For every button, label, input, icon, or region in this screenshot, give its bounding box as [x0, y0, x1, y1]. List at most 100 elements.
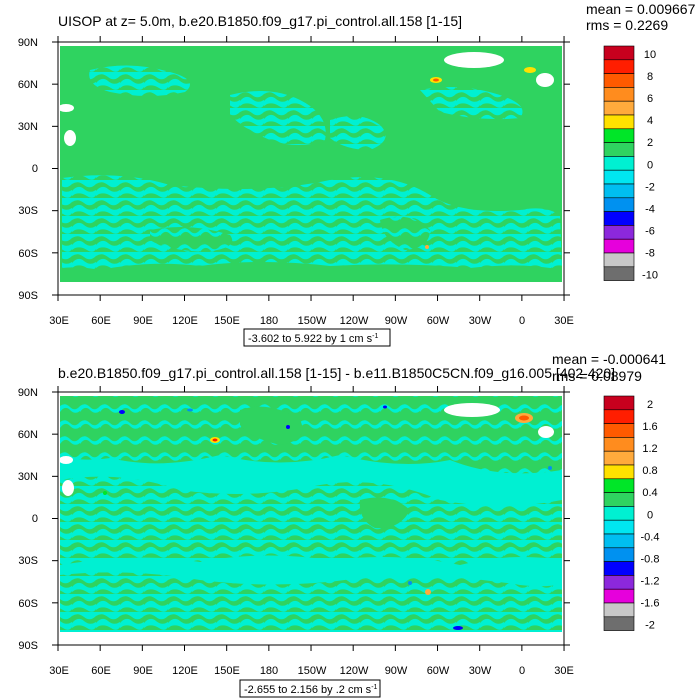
colorbar-label: 8 — [647, 71, 653, 83]
lon-label: 150W — [298, 315, 327, 327]
colorbar-swatch — [603, 478, 635, 493]
colorbar-swatch — [603, 602, 635, 618]
panel-2-lon-labels: 30E 60E 90E 120E 150E 180 150W 120W 90W … — [49, 665, 574, 677]
colorbar-swatch — [603, 492, 635, 507]
colorbar-swatch — [603, 87, 635, 102]
panel-1-rms: rms = 0.2269 — [586, 17, 668, 33]
colorbar-swatch — [603, 437, 635, 452]
colorbar-swatch — [603, 266, 635, 281]
colorbar-swatch — [603, 547, 635, 562]
colorbar-swatch — [603, 561, 635, 576]
panel-1-lat-labels: 90N 60N 30N 0 30S 60S 90S — [18, 37, 38, 302]
colorbar-swatch — [603, 100, 635, 116]
panel-2-mean: mean = -0.000641 — [552, 351, 666, 367]
lon-label: 150E — [214, 665, 240, 677]
colorbar-label: -2 — [645, 620, 655, 632]
colorbar-swatch — [603, 45, 635, 61]
colorbar-label: 10 — [644, 49, 656, 61]
colorbar-label: 1.2 — [642, 443, 657, 455]
colorbar-swatch — [603, 114, 635, 130]
lon-label: 120E — [172, 315, 198, 327]
colorbar-swatch — [603, 533, 635, 549]
svg-text:-3.602 to 5.922 by 1 cm s-1: -3.602 to 5.922 by 1 cm s-1 — [248, 333, 378, 345]
lon-label: 120W — [340, 315, 369, 327]
range-text: -2.655 to 2.156 by .2 cm s — [244, 684, 372, 696]
lat-label: 60N — [18, 429, 38, 441]
lon-label: 30E — [49, 315, 69, 327]
svg-text:-2.655 to 2.156 by .2 cm s-1: -2.655 to 2.156 by .2 cm s-1 — [244, 684, 378, 696]
colorbar-swatch — [603, 519, 635, 535]
lon-label: 30W — [469, 665, 492, 677]
lat-label: 90S — [18, 640, 38, 652]
colorbar-swatch — [603, 73, 635, 88]
lon-label: 0 — [519, 665, 525, 677]
colorbar-swatch — [603, 464, 635, 480]
lon-label: 90E — [133, 315, 153, 327]
lon-label: 90W — [385, 665, 408, 677]
colorbar-label: 0 — [647, 159, 653, 171]
lon-label: 120E — [172, 665, 198, 677]
lat-label: 30N — [18, 121, 38, 133]
lat-label: 90N — [18, 387, 38, 399]
colorbar-swatch — [603, 409, 635, 424]
lon-label: 0 — [519, 315, 525, 327]
panel-2-colorbar: 2 1.6 1.2 0.8 0.4 0 -0.4 -0.8 -1.2 -1.6 -2 — [603, 395, 660, 632]
lat-label: 30N — [18, 471, 38, 483]
colorbar-swatch — [603, 238, 635, 254]
lon-label: 180 — [260, 665, 278, 677]
colorbar-swatch — [603, 616, 635, 631]
panel-1-title: UISOP at z= 5.0m, b.e20.B1850.f09_g17.pi… — [58, 13, 462, 29]
colorbar-swatch — [603, 575, 635, 590]
colorbar-label: 2 — [647, 399, 653, 411]
lon-label: 60E — [91, 665, 111, 677]
lon-label: 30W — [469, 315, 492, 327]
lon-label: 120W — [340, 665, 369, 677]
lat-label: 30S — [18, 205, 38, 217]
colorbar-label: 4 — [647, 115, 653, 127]
colorbar-label: 6 — [647, 93, 653, 105]
colorbar-label: -1.6 — [641, 598, 660, 610]
panel-2-title: b.e20.B1850.f09_g17.pi_control.all.158 [… — [58, 365, 615, 381]
colorbar-label: -2 — [645, 181, 655, 193]
lat-label: 90N — [18, 37, 38, 49]
lat-label: 0 — [32, 163, 38, 175]
colorbar-swatch — [603, 252, 635, 268]
colorbar-swatch — [603, 59, 635, 74]
colorbar-swatch — [603, 450, 635, 466]
colorbar-label: -1.2 — [641, 576, 660, 588]
lat-label: 90S — [18, 290, 38, 302]
colorbar-label: -0.4 — [641, 531, 660, 543]
lat-label: 60S — [18, 598, 38, 610]
colorbar-label: -10 — [642, 270, 658, 282]
lat-label: 30S — [18, 555, 38, 567]
colorbar-label: -8 — [645, 248, 655, 260]
panel-1-mean: mean = 0.009667 — [586, 1, 696, 17]
lon-label: 150E — [214, 315, 240, 327]
lat-label: 0 — [32, 513, 38, 525]
colorbar-swatch — [603, 225, 635, 240]
range-text: -3.602 to 5.922 by 1 cm s — [248, 333, 373, 345]
colorbar-swatch — [603, 197, 635, 212]
colorbar-swatch — [603, 588, 635, 604]
colorbar-swatch — [603, 169, 635, 185]
colorbar-swatch — [603, 423, 635, 438]
lon-label: 180 — [260, 315, 278, 327]
colorbar-swatch — [603, 211, 635, 226]
lat-label: 60S — [18, 248, 38, 260]
panel-2-lat-labels: 90N 60N 30N 0 30S 60S 90S — [18, 387, 38, 652]
colorbar-label: -4 — [645, 203, 655, 215]
colorbar-swatch — [603, 395, 635, 411]
lat-label: 60N — [18, 79, 38, 91]
lon-label: 60E — [91, 315, 111, 327]
panel-2-map — [57, 391, 565, 646]
panel-1: UISOP at z= 5.0m, b.e20.B1850.f09_g17.pi… — [18, 1, 696, 347]
panel-1-map — [57, 41, 565, 296]
lon-label: 150W — [298, 665, 327, 677]
panel-1-range-box: -3.602 to 5.922 by 1 cm s-1 — [243, 328, 391, 347]
colorbar-label: 0 — [647, 509, 653, 521]
panel-1-colorbar: 10 8 6 4 2 0 -2 -4 -6 -8 -10 — [603, 45, 658, 282]
lon-label: 90W — [385, 315, 408, 327]
lon-label: 30E — [554, 315, 574, 327]
colorbar-label: 2 — [647, 137, 653, 149]
